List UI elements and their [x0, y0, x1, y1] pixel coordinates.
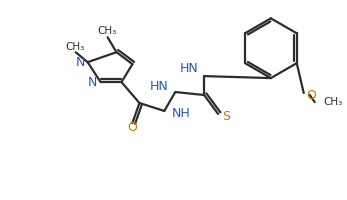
Text: NH: NH — [171, 107, 190, 120]
Text: CH₃: CH₃ — [324, 97, 343, 107]
Text: N: N — [88, 76, 98, 89]
Text: S: S — [222, 110, 230, 123]
Text: N: N — [75, 56, 85, 69]
Text: HN: HN — [150, 80, 168, 93]
Text: O: O — [127, 121, 137, 134]
Text: CH₃: CH₃ — [97, 26, 116, 36]
Text: HN: HN — [179, 62, 198, 75]
Text: O: O — [307, 89, 316, 102]
Text: CH₃: CH₃ — [65, 42, 84, 52]
